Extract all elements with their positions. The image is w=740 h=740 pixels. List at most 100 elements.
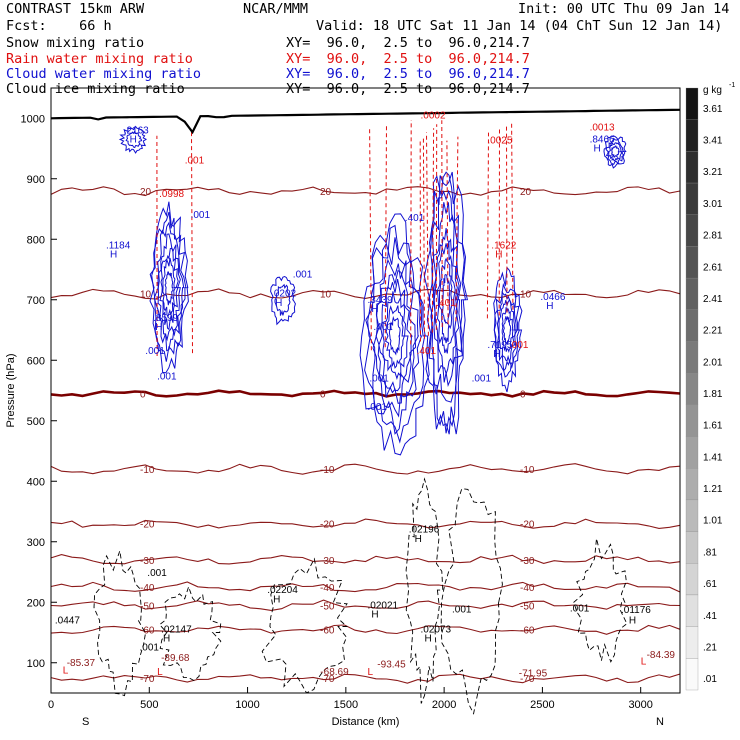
x-tick-label: 2500 xyxy=(530,699,554,711)
field-label: -71.95 xyxy=(519,669,548,680)
y-axis-title: Pressure (hPa) xyxy=(5,354,17,428)
plot-frame xyxy=(50,87,681,694)
temperature-contour-label: 20 xyxy=(520,187,532,198)
temperature-contour-label: -10 xyxy=(140,465,155,476)
colorbar-swatch xyxy=(685,246,699,279)
field-label: .001 xyxy=(185,156,205,167)
field-label: H xyxy=(493,349,500,360)
field-label: H xyxy=(546,301,553,312)
field-label: .001 xyxy=(368,402,388,413)
field-label: H xyxy=(594,144,601,155)
x-tick-label: 0 xyxy=(48,699,54,711)
rain-water-contour xyxy=(446,140,449,325)
temperature-contour-label: -20 xyxy=(140,520,155,531)
rain-water-contour xyxy=(506,124,508,313)
colorbar-label: 2.81 xyxy=(703,231,723,242)
field-label: .001 xyxy=(157,372,177,383)
cloud-water-contour xyxy=(388,315,401,356)
rain-water-contour xyxy=(384,123,387,348)
temperature-contour-label: 20 xyxy=(320,187,332,198)
field-label: L xyxy=(641,657,647,668)
cloud-water-contour xyxy=(157,233,181,342)
field-label: .1184 xyxy=(106,240,131,251)
field-label: -84.39 xyxy=(647,650,676,661)
colorbar-label: 1.01 xyxy=(703,516,723,527)
temperature-contour-label: 0 xyxy=(320,390,326,401)
colorbar-label: .81 xyxy=(703,547,717,558)
field-label: H xyxy=(495,249,502,260)
x-tick-label: 3000 xyxy=(628,699,652,711)
temperature-contour-label: -60 xyxy=(520,625,535,636)
cloud-water-contour xyxy=(433,228,458,376)
cloud-water-contour xyxy=(432,202,460,388)
cloud-water-contour xyxy=(372,258,420,418)
field-label: H xyxy=(371,609,378,620)
temperature-contour xyxy=(50,554,681,565)
y-tick-label: 100 xyxy=(27,658,45,670)
rain-water-contour xyxy=(455,136,459,322)
x-tick-label: 1500 xyxy=(334,699,358,711)
colorbar-unit: g kg xyxy=(703,85,722,96)
cloud-water-contour xyxy=(270,275,296,326)
temperature-contour-label: -20 xyxy=(520,520,535,531)
colorbar-label: 2.41 xyxy=(703,294,723,305)
field-label: H xyxy=(155,322,162,333)
temperature-contour xyxy=(50,624,681,635)
cloud-water-contour xyxy=(423,171,469,435)
cloud-ice-contour xyxy=(158,585,222,682)
cloud-water-contour xyxy=(608,142,623,162)
field-label: .8466 xyxy=(590,134,615,145)
temperature-contour xyxy=(50,518,681,529)
temperature-contour-label: -30 xyxy=(140,556,155,567)
temperature-contour-label: -50 xyxy=(320,601,335,612)
colorbar-swatch xyxy=(685,214,699,247)
y-tick-label: 400 xyxy=(27,476,45,488)
rain-water-contour xyxy=(369,127,372,351)
field-label: .8599 xyxy=(153,313,178,324)
field-label: .001 xyxy=(191,210,211,221)
field-label: H xyxy=(629,615,636,626)
colorbar-swatch xyxy=(685,468,699,501)
temperature-contour-label: -30 xyxy=(320,556,335,567)
temperature-contour-label: -10 xyxy=(520,465,535,476)
field-label: L xyxy=(368,667,374,678)
x-axis-title: Distance (km) xyxy=(332,716,400,728)
cloud-water-contour xyxy=(439,257,453,344)
cloud-ice-contour xyxy=(405,477,444,704)
cloud-water-contour xyxy=(274,283,291,316)
cloud-water-contour xyxy=(493,282,521,378)
x-tick-label: 2000 xyxy=(432,699,456,711)
temperature-contour-label: -30 xyxy=(520,556,535,567)
cloud-water-contour xyxy=(502,316,512,346)
field-label: .001 xyxy=(472,373,492,384)
y-tick-label: 800 xyxy=(27,234,45,246)
cloud-water-contour xyxy=(610,145,620,158)
temperature-contour-label: 0 xyxy=(140,390,146,401)
temperature-contour-label: 10 xyxy=(140,290,152,301)
field-label: .001 xyxy=(145,346,165,357)
colorbar-label: .41 xyxy=(703,611,717,622)
cloud-ice-contour xyxy=(93,550,146,697)
colorbar-label: 3.01 xyxy=(703,199,723,210)
colorbar-label: 1.21 xyxy=(703,484,723,495)
cloud-water-contour xyxy=(151,212,187,362)
colorbar-swatch xyxy=(685,563,699,596)
colorbar-unit-exponent: -1 xyxy=(729,82,735,89)
field-label: H xyxy=(415,534,422,545)
cloud-water-contour xyxy=(603,135,627,169)
rain-water-contour xyxy=(422,136,425,339)
field-label: .401 xyxy=(405,213,425,224)
field-name-rain: Rain water mixing ratio xyxy=(6,51,193,67)
y-tick-label: 500 xyxy=(27,416,45,428)
cloud-water-contour xyxy=(436,241,456,354)
field-label: .02147 xyxy=(161,625,192,636)
colorbar-swatch xyxy=(685,151,699,184)
temperature-contour xyxy=(50,599,681,611)
colorbar-label: .01 xyxy=(703,674,717,685)
field-label: L xyxy=(63,666,69,677)
colorbar-label: .21 xyxy=(703,642,717,653)
colorbar-label: 3.41 xyxy=(703,136,723,147)
temperature-contour-label: -70 xyxy=(520,674,535,685)
temperature-contour-label: -60 xyxy=(320,625,335,636)
